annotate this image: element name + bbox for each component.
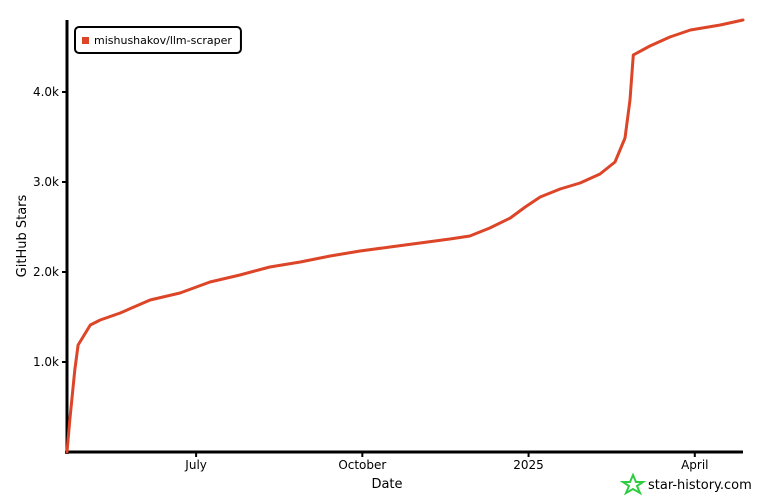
legend-box [74, 26, 242, 54]
legend-label: mishushakov/llm-scraper [94, 34, 232, 47]
x-tick-label: July [184, 458, 207, 472]
x-tick-label: October [338, 458, 386, 472]
y-tick-label: 1.0k [33, 355, 59, 369]
y-axis-label: GitHub Stars [15, 194, 30, 277]
y-tick-label: 3.0k [33, 175, 59, 189]
x-tick-label: 2025 [513, 458, 544, 472]
watermark-icon [619, 472, 647, 496]
y-tick-label: 2.0k [33, 265, 59, 279]
x-axis-label: Date [371, 477, 402, 492]
legend: mishushakov/llm-scraper [74, 26, 242, 54]
watermark-text: star-history.com [648, 478, 752, 493]
watermark: star-history.com [619, 472, 752, 496]
series-line [65, 18, 745, 454]
y-tick-label: 4.0k [33, 85, 59, 99]
legend-swatch [82, 37, 89, 44]
x-tick-label: April [681, 458, 708, 472]
